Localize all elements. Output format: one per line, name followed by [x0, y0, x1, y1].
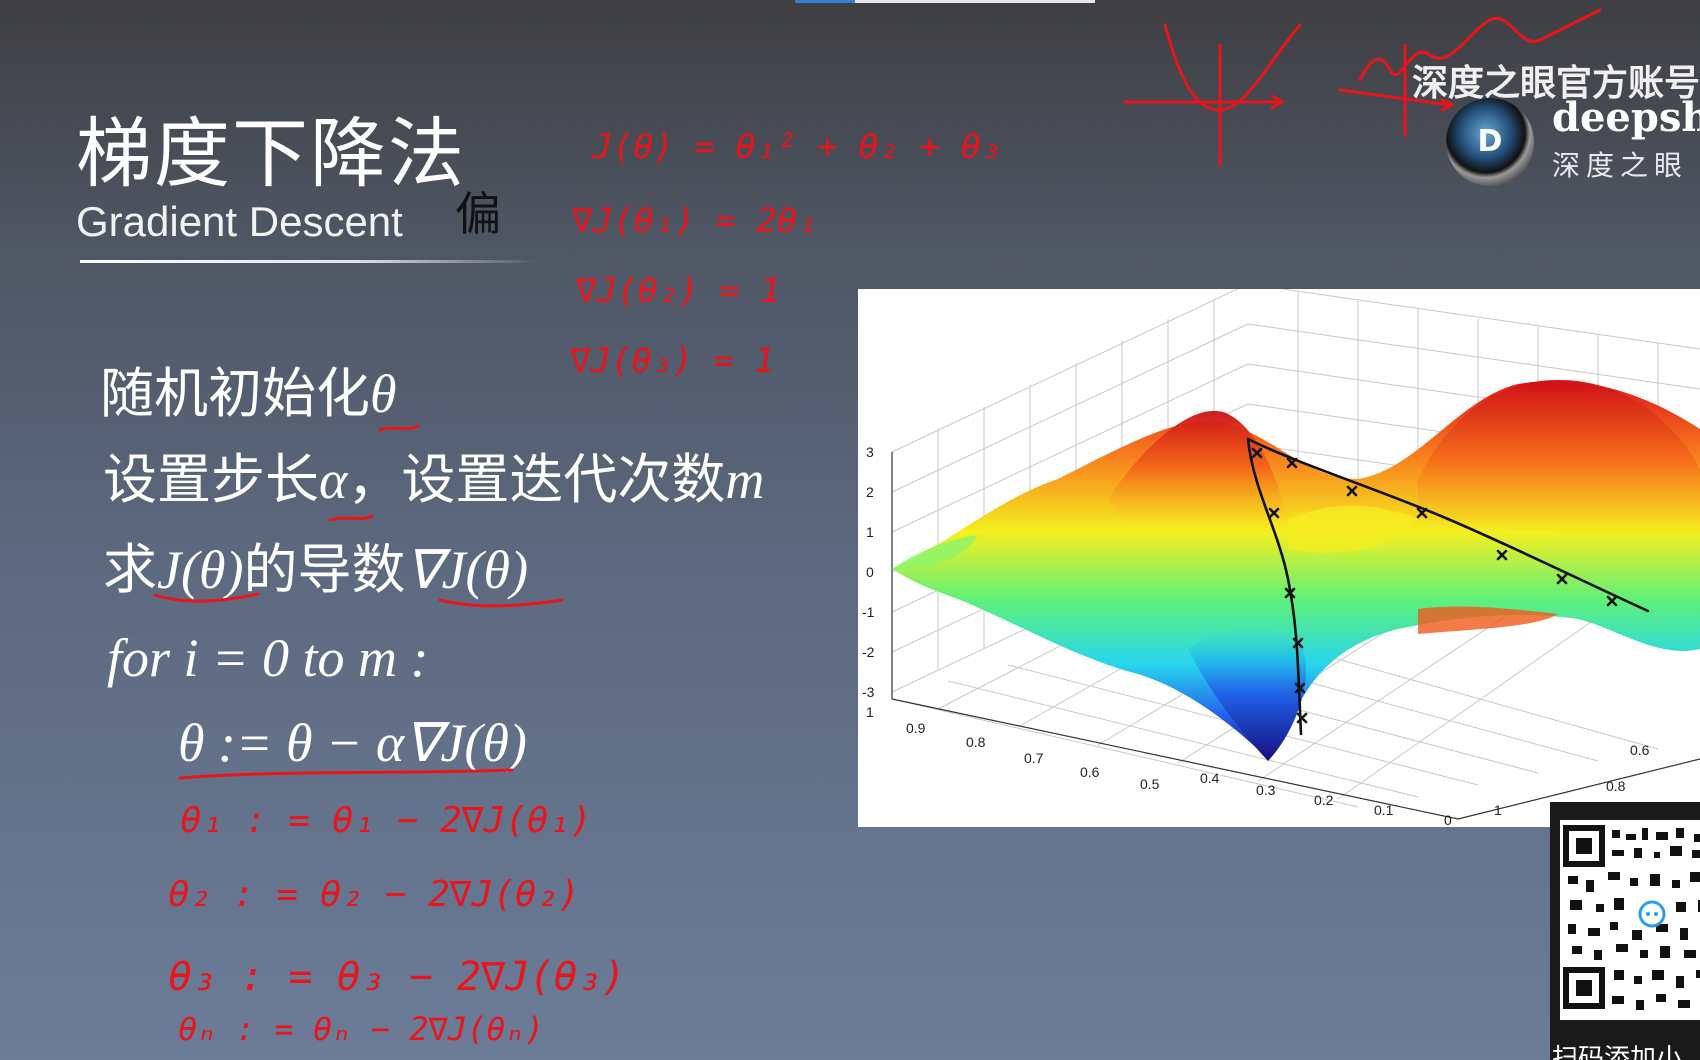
underline-alpha — [328, 514, 374, 522]
update-n: θₙ : = θₙ − 2∇J(θₙ) — [178, 1010, 544, 1048]
brand-logo-letter: D — [1477, 124, 1503, 159]
top-progress-track — [855, 0, 1095, 3]
plot-axes — [891, 452, 1700, 820]
qr-code — [1560, 820, 1700, 1020]
x-tick: 0.4 — [1200, 770, 1220, 786]
top-progress-blue — [795, 0, 855, 3]
z-tick: 2 — [866, 484, 874, 500]
step-init: 随机初始化θ — [100, 362, 397, 425]
z-tick: -3 — [862, 684, 875, 700]
step-derivative: 求J(θ)的导数∇J(θ) — [103, 538, 529, 601]
y-tick: 1 — [1494, 802, 1502, 818]
gradient-2: ∇J(θ₂) = 1 — [575, 271, 781, 311]
alpha-symbol: α — [319, 450, 348, 510]
descent-markers-right — [1286, 457, 1618, 607]
step-derive-prefix: 求 — [103, 538, 157, 601]
sketch-axes-1 — [1123, 43, 1285, 167]
y-tick: 0.8 — [1606, 778, 1626, 794]
surface-plot-svg: 3 2 1 0 -1 -2 -3 1 0.9 0.8 0.7 0.6 0.5 0… — [862, 289, 1700, 827]
brand-name-cn: 深度之眼 — [1552, 149, 1689, 182]
gradient-3: ∇J(θ₃) = 1 — [569, 341, 775, 381]
x-tick: 0.6 — [1080, 764, 1100, 780]
descent-path-right — [1246, 437, 1650, 613]
step-update: θ := θ − α∇J(θ) — [178, 713, 527, 773]
update-3: θ₃ : = θ₃ − 2∇J(θ₃) — [168, 954, 626, 1000]
x-tick: 0.7 — [1024, 750, 1044, 766]
x-tick: 0 — [1444, 812, 1452, 827]
descent-markers-down — [1251, 447, 1308, 724]
loop-statement: for i = 0 to m : — [107, 628, 429, 688]
x-tick: 1 — [866, 704, 874, 720]
step-set-alpha-text: 设置步长 — [103, 448, 319, 511]
gradient-expression: ∇J(θ) — [405, 540, 529, 600]
underline-gradient — [438, 598, 564, 608]
x-tick: 0.5 — [1140, 776, 1160, 792]
x-tick: 0.2 — [1314, 792, 1334, 808]
formula-J: J(θ) = θ₁² + θ₂ + θ₃ — [591, 127, 1001, 167]
qr-caption: 扫码添加小 — [1552, 1044, 1683, 1060]
update-rule: θ := θ − α∇J(θ) — [178, 713, 527, 773]
x-tick: 0.3 — [1256, 782, 1276, 798]
descent-paths — [1246, 437, 1650, 736]
sketch-parabola — [1163, 23, 1302, 112]
surface-plot: 3 2 1 0 -1 -2 -3 1 0.9 0.8 0.7 0.6 0.5 0… — [858, 289, 1700, 827]
step-init-text: 随机初始化 — [100, 362, 370, 425]
z-tick: 0 — [866, 564, 874, 580]
plot-tick-labels: 3 2 1 0 -1 -2 -3 1 0.9 0.8 0.7 0.6 0.5 0… — [862, 444, 1650, 827]
y-tick: 0.6 — [1630, 742, 1650, 758]
x-tick: 0.8 — [966, 734, 986, 750]
brand-name-en: deepshar — [1552, 94, 1700, 141]
gradient-1: ∇J(θ₁) = 2θ₁ — [571, 201, 818, 241]
z-tick: 3 — [866, 444, 874, 460]
x-tick: 0.1 — [1374, 802, 1394, 818]
step-loop: for i = 0 to m : — [107, 628, 428, 688]
title-divider — [80, 260, 540, 263]
z-tick: -2 — [862, 644, 875, 660]
underline-theta — [378, 424, 420, 432]
step-set-params: 设置步长α，设置迭代次数m — [103, 448, 765, 511]
slide-title: 梯度下降法 — [76, 109, 466, 198]
step-derive-mid: 的导数 — [243, 538, 406, 601]
m-symbol: m — [725, 450, 765, 510]
qr-code-panel: 扫码添加小 — [1550, 802, 1700, 1060]
update-2: θ₂ : = θ₂ − 2∇J(θ₂) — [168, 874, 580, 915]
brand-logo-icon — [1446, 98, 1534, 186]
z-tick: 1 — [866, 524, 874, 540]
cost-function: J(θ) — [157, 540, 244, 600]
update-1: θ₁ : = θ₁ − 2∇J(θ₁) — [180, 800, 592, 841]
slide-subtitle: Gradient Descent — [76, 198, 403, 245]
step-set-iter-text: ，设置迭代次数 — [347, 448, 726, 511]
theta-symbol: θ — [370, 364, 397, 424]
qr-code-pattern — [1563, 825, 1700, 1010]
x-tick: 0.9 — [906, 720, 926, 736]
descent-path-down — [1246, 437, 1303, 736]
z-tick: -1 — [862, 604, 875, 620]
surface-mesh — [892, 379, 1700, 761]
